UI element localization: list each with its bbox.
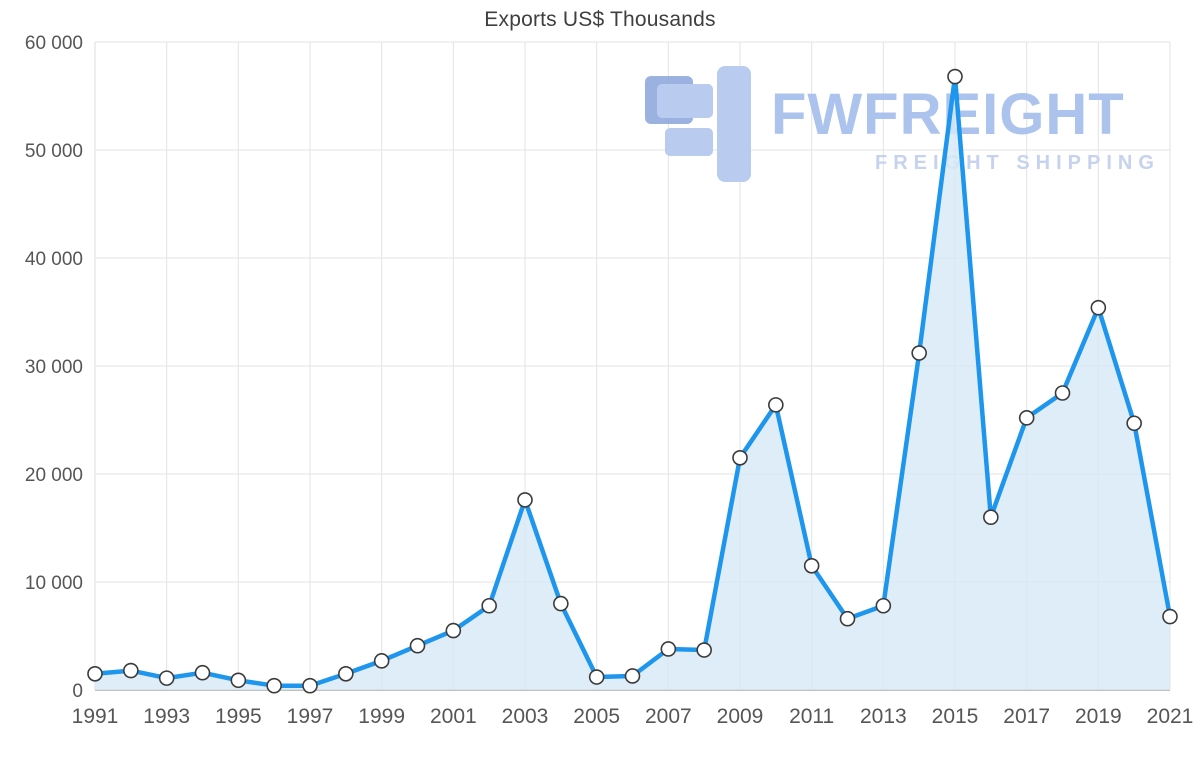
x-tick-label: 2019 — [1075, 705, 1122, 728]
y-tick-label: 60 000 — [25, 33, 83, 54]
data-point-marker[interactable] — [158, 670, 175, 686]
data-point-marker[interactable] — [445, 622, 462, 639]
x-tick-label: 1997 — [287, 705, 334, 728]
x-tick-label: 2007 — [645, 705, 692, 728]
data-point-marker[interactable] — [839, 610, 856, 627]
data-point-marker[interactable] — [947, 68, 963, 85]
data-point-marker[interactable] — [338, 665, 354, 682]
data-point-marker[interactable] — [302, 677, 318, 694]
x-tick-label: 2009 — [717, 705, 764, 728]
data-point-marker[interactable] — [553, 595, 569, 612]
x-tick-label: 2001 — [430, 705, 477, 728]
data-point-marker[interactable] — [732, 449, 748, 466]
x-tick-label: 1993 — [143, 705, 190, 728]
x-tick-label: 2017 — [1003, 705, 1050, 728]
y-tick-label: 20 000 — [25, 465, 83, 486]
data-point-marker[interactable] — [983, 509, 999, 526]
x-tick-label: 2005 — [573, 705, 620, 728]
data-point-marker[interactable] — [660, 641, 677, 657]
y-tick-label: 50 000 — [25, 141, 83, 162]
data-point-marker[interactable] — [517, 492, 533, 508]
data-point-marker[interactable] — [911, 345, 927, 361]
x-tick-label: 2011 — [789, 705, 834, 728]
x-tick-label: 2015 — [932, 705, 979, 728]
y-tick-label: 40 000 — [25, 249, 83, 270]
data-point-marker[interactable] — [768, 397, 784, 413]
data-point-marker[interactable] — [803, 557, 820, 574]
data-point-marker[interactable] — [1162, 608, 1178, 625]
data-point-marker[interactable] — [194, 664, 211, 681]
data-point-marker[interactable] — [123, 662, 139, 679]
data-point-marker[interactable] — [624, 668, 641, 684]
x-tick-label: 1995 — [215, 705, 262, 728]
x-tick-label: 2013 — [860, 705, 907, 728]
chart-title: Exports US$ Thousands — [484, 8, 716, 31]
x-tick-label: 2003 — [502, 705, 549, 728]
data-point-marker[interactable] — [1054, 385, 1071, 401]
x-tick-label: 1999 — [358, 705, 405, 728]
data-point-marker[interactable] — [696, 642, 712, 658]
y-tick-label: 30 000 — [25, 357, 83, 378]
x-tick-label: 2021 — [1147, 705, 1194, 728]
y-tick-label: 10 000 — [25, 573, 83, 594]
data-point-marker[interactable] — [266, 677, 282, 694]
data-point-marker[interactable] — [87, 665, 103, 682]
x-tick-label: 1991 — [72, 705, 119, 728]
data-point-marker[interactable] — [409, 637, 426, 654]
data-point-marker[interactable] — [373, 653, 390, 669]
data-point-marker[interactable] — [481, 597, 497, 614]
data-point-marker[interactable] — [875, 597, 892, 614]
data-point-marker[interactable] — [1090, 299, 1107, 316]
y-tick-label: 0 — [72, 681, 83, 702]
data-point-marker[interactable] — [588, 669, 605, 685]
data-point-marker[interactable] — [1126, 415, 1142, 432]
data-point-marker[interactable] — [230, 672, 247, 689]
data-point-marker[interactable] — [1018, 410, 1035, 426]
